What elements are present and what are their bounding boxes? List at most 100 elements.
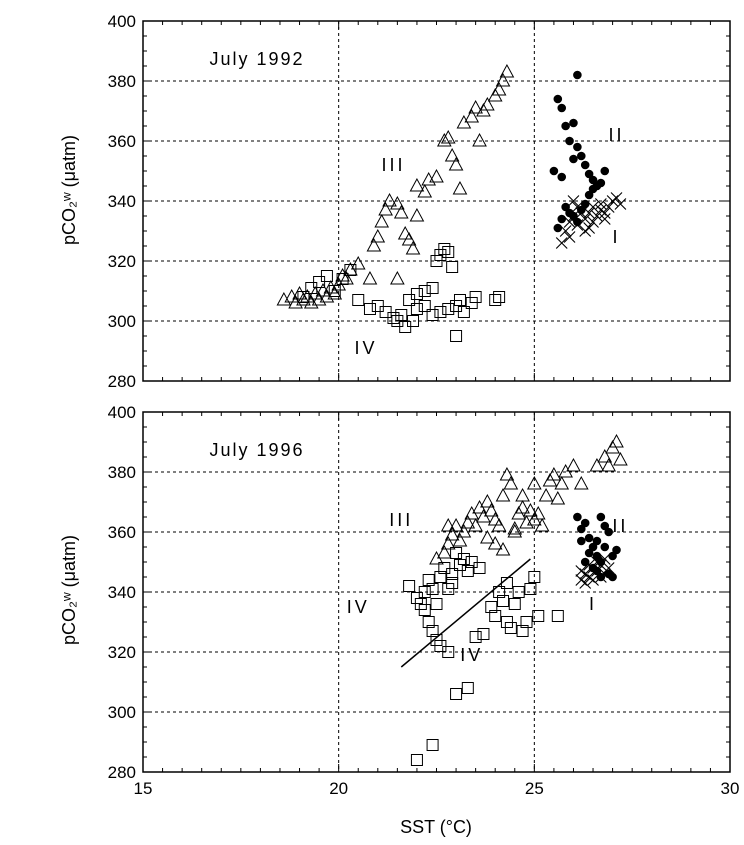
data-point-triangle <box>440 517 456 532</box>
y-tick-label: 300 <box>108 703 136 722</box>
data-point-triangle <box>390 270 405 285</box>
data-point-triangle <box>401 231 417 246</box>
data-point-square <box>489 610 502 622</box>
data-point-circle <box>553 223 563 233</box>
y-tick-label: 280 <box>108 372 136 391</box>
data-point-triangle <box>378 201 393 216</box>
data-point-square <box>485 601 498 613</box>
data-point-triangle <box>491 517 507 532</box>
data-point-square <box>497 595 510 607</box>
data-point-triangle <box>468 99 483 114</box>
data-point-circle <box>584 533 594 543</box>
data-point-circle <box>608 572 617 582</box>
y-tick-label: 320 <box>108 252 136 271</box>
data-point-cross <box>583 571 596 583</box>
data-point-cross <box>567 210 580 222</box>
region-label: II <box>612 516 628 536</box>
x-tick-label: 20 <box>329 779 348 798</box>
data-point-square <box>489 294 502 306</box>
data-point-circle <box>569 118 578 128</box>
data-point-square <box>446 568 459 580</box>
data-point-triangle <box>292 285 307 300</box>
data-point-triangle <box>444 147 460 162</box>
data-point-square <box>418 604 431 616</box>
x-tick-label: 25 <box>525 779 544 798</box>
data-point-square <box>434 571 447 583</box>
data-point-square <box>403 580 416 592</box>
data-point-square <box>473 562 486 574</box>
data-point-triangle <box>526 475 542 490</box>
y-tick-label: 360 <box>108 132 136 151</box>
data-point-circle <box>557 214 567 224</box>
data-point-triangle <box>440 535 456 550</box>
data-point-square <box>520 616 533 628</box>
data-point-square <box>446 261 459 273</box>
data-point-cross <box>579 225 592 237</box>
data-point-cross <box>594 571 607 583</box>
data-point-circle <box>600 166 610 176</box>
data-point-circle <box>580 557 590 567</box>
region-label: II <box>609 125 625 145</box>
region-label: IV <box>347 597 370 617</box>
data-point-triangle <box>409 207 425 222</box>
data-point-square <box>469 291 482 303</box>
data-point-cross <box>614 198 627 210</box>
data-point-square <box>297 291 310 303</box>
data-point-triangle <box>480 529 495 544</box>
region-label: III <box>381 155 405 175</box>
data-point-triangle <box>456 523 472 538</box>
data-point-square <box>453 294 466 306</box>
y-axis-label-top: pCO₂ʷ (μatm) <box>59 135 79 245</box>
data-point-triangle <box>382 192 397 207</box>
data-point-triangle <box>472 132 487 147</box>
data-point-square <box>438 243 451 255</box>
y-tick-label: 320 <box>108 643 136 662</box>
data-point-triangle <box>495 541 511 556</box>
data-point-circle <box>580 199 590 209</box>
x-tick-label: 15 <box>134 779 153 798</box>
data-point-cross <box>555 237 568 249</box>
data-point-triangle <box>448 517 464 532</box>
data-point-cross <box>594 204 607 216</box>
x-tick-label: 30 <box>721 779 740 798</box>
data-point-square <box>446 577 459 589</box>
data-point-triangle <box>554 475 570 490</box>
x-axis-label: SST (°C) <box>400 817 472 837</box>
data-point-circle <box>580 160 590 170</box>
data-point-cross <box>563 231 576 243</box>
data-point-triangle <box>429 168 444 183</box>
data-point-square <box>352 294 365 306</box>
data-point-cross <box>598 553 611 565</box>
data-point-square <box>426 309 439 321</box>
data-point-square <box>524 583 537 595</box>
panel-title: July 1996 <box>210 440 305 460</box>
data-point-square <box>500 577 513 589</box>
data-point-triangle <box>534 517 550 532</box>
data-point-square <box>457 553 470 565</box>
data-point-triangle <box>515 499 530 514</box>
y-tick-label: 380 <box>108 72 136 91</box>
y-tick-label: 380 <box>108 463 136 482</box>
data-point-square <box>426 625 439 637</box>
data-point-square <box>387 312 400 324</box>
data-point-triangle <box>436 132 452 147</box>
y-tick-label: 340 <box>108 192 136 211</box>
data-point-cross <box>563 216 576 228</box>
data-point-circle <box>576 536 586 546</box>
data-point-triangle <box>417 183 433 198</box>
data-point-triangle <box>550 490 566 505</box>
data-point-triangle <box>397 225 413 240</box>
data-point-circle <box>576 151 586 161</box>
y-tick-label: 340 <box>108 583 136 602</box>
data-point-square <box>422 616 435 628</box>
data-point-cross <box>579 213 592 225</box>
data-point-square <box>410 303 423 315</box>
data-point-cross <box>598 213 611 225</box>
data-point-circle <box>573 70 582 80</box>
data-point-cross <box>606 195 619 207</box>
data-point-triangle <box>538 487 554 502</box>
y-tick-label: 300 <box>108 312 136 331</box>
data-point-square <box>442 303 455 315</box>
